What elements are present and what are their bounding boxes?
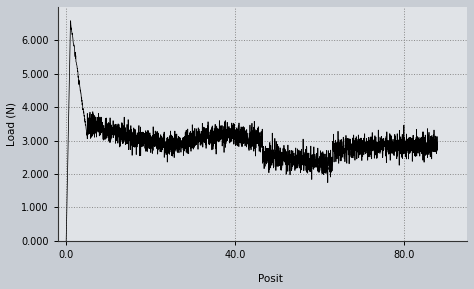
Text: Posit: Posit [258,274,283,284]
Y-axis label: Load (N): Load (N) [7,102,17,146]
